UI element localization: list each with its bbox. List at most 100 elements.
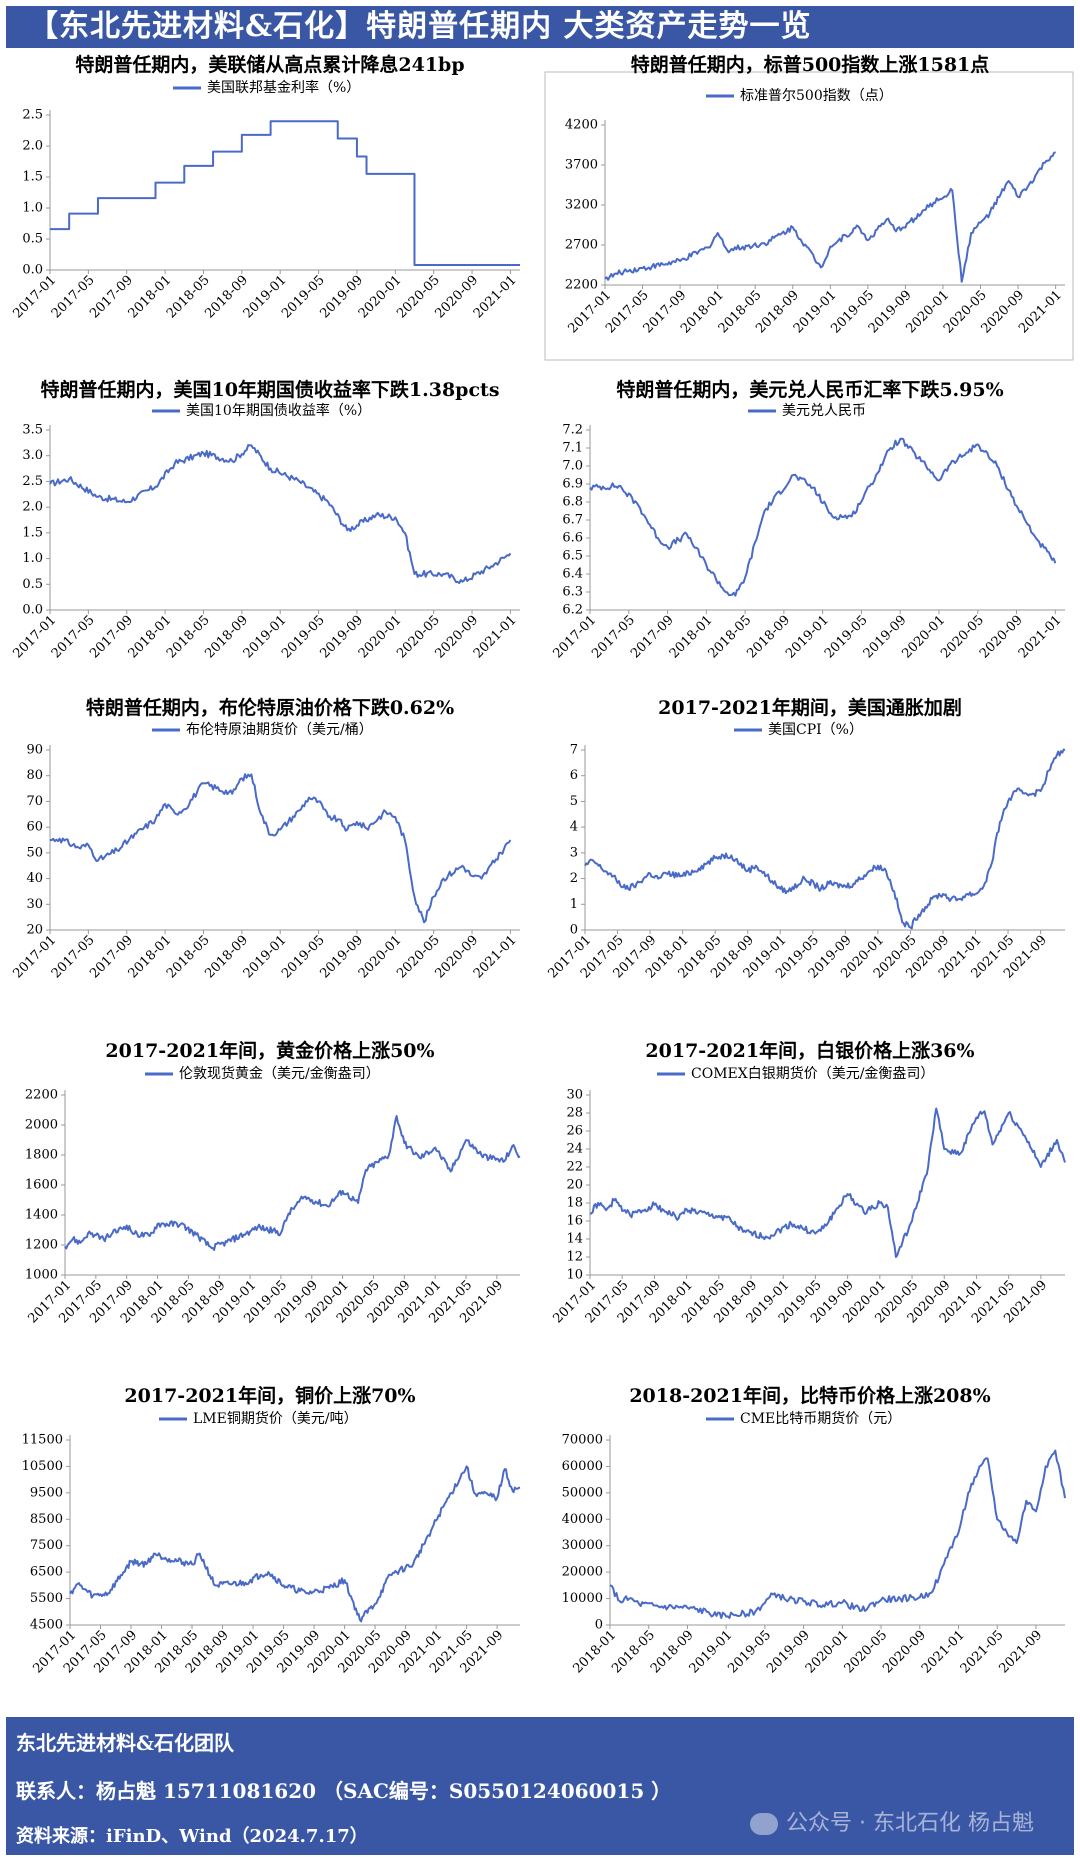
chart-svg: 2017-2021年期间，美国通胀加剧美国CPI（%）012345672017-… [545,696,1066,982]
y-tick-label: 2.0 [22,500,43,515]
y-tick-label: 50 [26,845,43,860]
y-tick-label: 10 [566,1268,583,1283]
y-tick-label: 10500 [22,1459,63,1474]
y-tick-label: 1000 [25,1268,58,1283]
y-tick-label: 7.1 [562,441,583,456]
footer-team: 东北先进材料&石化团队 [16,1731,235,1755]
x-tick-label: 2021-01 [471,613,520,662]
chart-svg: 2017-2021年间，白银价格上涨36% COMEX白银期货价（美元/金衡盎司）… [550,1039,1066,1327]
y-tick-label: 90 [26,743,43,758]
y-tick-label: 6.9 [562,477,583,492]
chart-svg: 2017-2021年间，铜价上涨70% LME铜期货价（美元/吨） 4500 5500… [22,1384,521,1677]
chart-legend: 美国10年期国债收益率（%） [152,402,371,419]
y-tick-label: 4200 [565,118,598,133]
y-tick-label: 2000 [25,1118,58,1133]
y-tick-label: 5500 [30,1591,63,1606]
y-tick-label: 20 [566,1178,583,1193]
y-tick-label: 30 [26,897,43,912]
legend-label: CME比特币期货价（元） [740,1410,901,1427]
chart-svg: 特朗普任期内，美国10年期国债收益率下跌1.38pcts美国10年期国债收益率（… [10,378,520,662]
series-line [50,120,520,267]
y-tick-label: 1.0 [22,201,43,216]
chart-legend: 伦敦现货黄金（美元/金衡盎司） [145,1065,380,1082]
y-tick-label: 70000 [562,1433,603,1448]
chart-us10y-yield: 特朗普任期内，美国10年期国债收益率下跌1.38pcts 美国10年期国债收益率（… [10,375,530,685]
chart-legend: 美国CPI（%） [734,722,863,738]
chart-title: 2017-2021年间，黄金价格上涨50% [105,1039,434,1062]
legend-label: 美元兑人民币 [782,403,866,419]
y-tick-label: 2200 [565,278,598,293]
y-tick-label: 0.5 [22,577,43,592]
y-tick-label: 40 [26,871,43,886]
chart-title: 特朗普任期内，美联储从高点累计降息241bp [75,53,464,76]
y-tick-label: 3.0 [22,448,43,463]
chart-frame [544,71,1074,361]
x-tick-label: 2021-01 [1016,613,1065,662]
y-tick-label: 2.5 [22,474,43,489]
footer-source: 资料来源：iFinD、Wind（2024.7.17） [16,1826,368,1847]
y-tick-label: 3 [570,845,578,860]
y-tick-label: 24 [566,1142,583,1157]
series-line [69,1465,521,1623]
y-tick-label: 2200 [25,1088,58,1103]
series-line [589,1107,1066,1258]
y-tick-label: 7500 [30,1538,63,1553]
y-tick-label: 2700 [565,238,598,253]
y-tick-label: 1 [570,897,578,912]
y-tick-label: 7 [570,743,578,758]
y-tick-label: 40000 [562,1512,603,1527]
y-tick-label: 2.0 [22,139,43,154]
series-line [604,151,1057,283]
legend-label: 美国联邦基金利率（%） [207,79,360,96]
y-tick-label: 30000 [562,1538,603,1553]
y-tick-label: 6.3 [562,585,583,600]
y-tick-label: 28 [566,1106,583,1121]
chart-legend: CME比特币期货价（元） [706,1410,901,1427]
y-tick-label: 9500 [30,1485,63,1500]
y-tick-label: 60 [26,820,43,835]
legend-label: 伦敦现货黄金（美元/金衡盎司） [179,1065,380,1082]
y-tick-label: 10000 [562,1591,603,1606]
series-line [49,444,512,584]
series-line [49,773,512,924]
chart-title: 特朗普任期内，美元兑人民币汇率下跌5.95% [616,378,1003,401]
chart-legend: 美元兑人民币 [748,403,866,419]
chart-svg: 2017-2021年间，黄金价格上涨50% 伦敦现货黄金（美元/金衡盎司） 1000… [25,1039,521,1327]
y-tick-label: 3200 [565,198,598,213]
chart-brent-oil: 特朗普任期内，布伦特原油价格下跌0.62% 布伦特原油期货价（美元/桶） 20 30 4… [10,695,530,1015]
chart-sp500: 特朗普任期内，标普500指数上涨1581点 标准普尔500指数（点） 2200 270… [544,50,1075,361]
y-tick-label: 16 [566,1214,583,1229]
chart-title: 2018-2021年间，比特币价格上涨208% [629,1384,990,1407]
chart-us-cpi: 2017-2021年期间，美国通胀加剧 美国CPI（%） 0 1 2 3 4 5 6 7 2017-… [545,695,1075,1015]
legend-label: 美国CPI（%） [768,722,863,738]
y-tick-label: 60000 [562,1459,603,1474]
chart-title: 特朗普任期内，美国10年期国债收益率下跌1.38pcts [40,378,499,401]
chart-svg: 特朗普任期内，美元兑人民币汇率下跌5.95% 美元兑人民币 6.2 6.3 6.4 6.5… [550,378,1065,662]
legend-label: 布伦特原油期货价（美元/桶） [186,721,373,738]
footer-contact: 联系人：杨占魁 15711081620 （SAC编号：S055012406001… [16,1779,672,1803]
y-tick-label: 80 [26,768,43,783]
chart-svg: 特朗普任期内，美联储从高点累计降息241bp 美国联邦基金利率（%） 0.0 0.5 1… [10,53,520,322]
y-tick-label: 1.5 [22,525,43,540]
footer-banner: 东北先进材料&石化团队 联系人：杨占魁 15711081620 （SAC编号：S… [6,1717,1074,1855]
chart-title: 2017-2021年期间，美国通胀加剧 [658,696,962,719]
chart-legend: 美国联邦基金利率（%） [173,79,360,96]
chart-svg: 2018-2021年间，比特币价格上涨208% CME比特币期货价（元） 0 1000… [562,1384,1066,1677]
y-tick-label: 30 [566,1088,583,1103]
x-tick-label: 2021-01 [471,933,520,982]
series-line [589,437,1057,597]
chart-fed-funds-rate: 特朗普任期内，美联储从高点累计降息241bp 美国联邦基金利率（%） 0.0 0.5 1… [10,50,530,340]
chart-silver: 2017-2021年间，白银价格上涨36% COMEX白银期货价（美元/金衡盎司）… [545,1039,1075,1360]
y-tick-label: 3.5 [22,423,43,438]
watermark-text: 公众号 · 东北石化 杨占魁 [786,1811,1034,1836]
y-tick-label: 6500 [30,1565,63,1580]
y-tick-label: 1200 [25,1238,58,1253]
chart-legend: 布伦特原油期货价（美元/桶） [152,721,373,738]
y-tick-label: 6.2 [562,603,583,618]
y-tick-label: 6.4 [562,567,583,582]
y-tick-label: 6.7 [562,513,583,528]
y-tick-label: 12 [566,1250,583,1265]
wechat-icon [750,1813,779,1835]
y-tick-label: 0 [595,1618,603,1633]
y-tick-label: 0.5 [22,232,43,247]
